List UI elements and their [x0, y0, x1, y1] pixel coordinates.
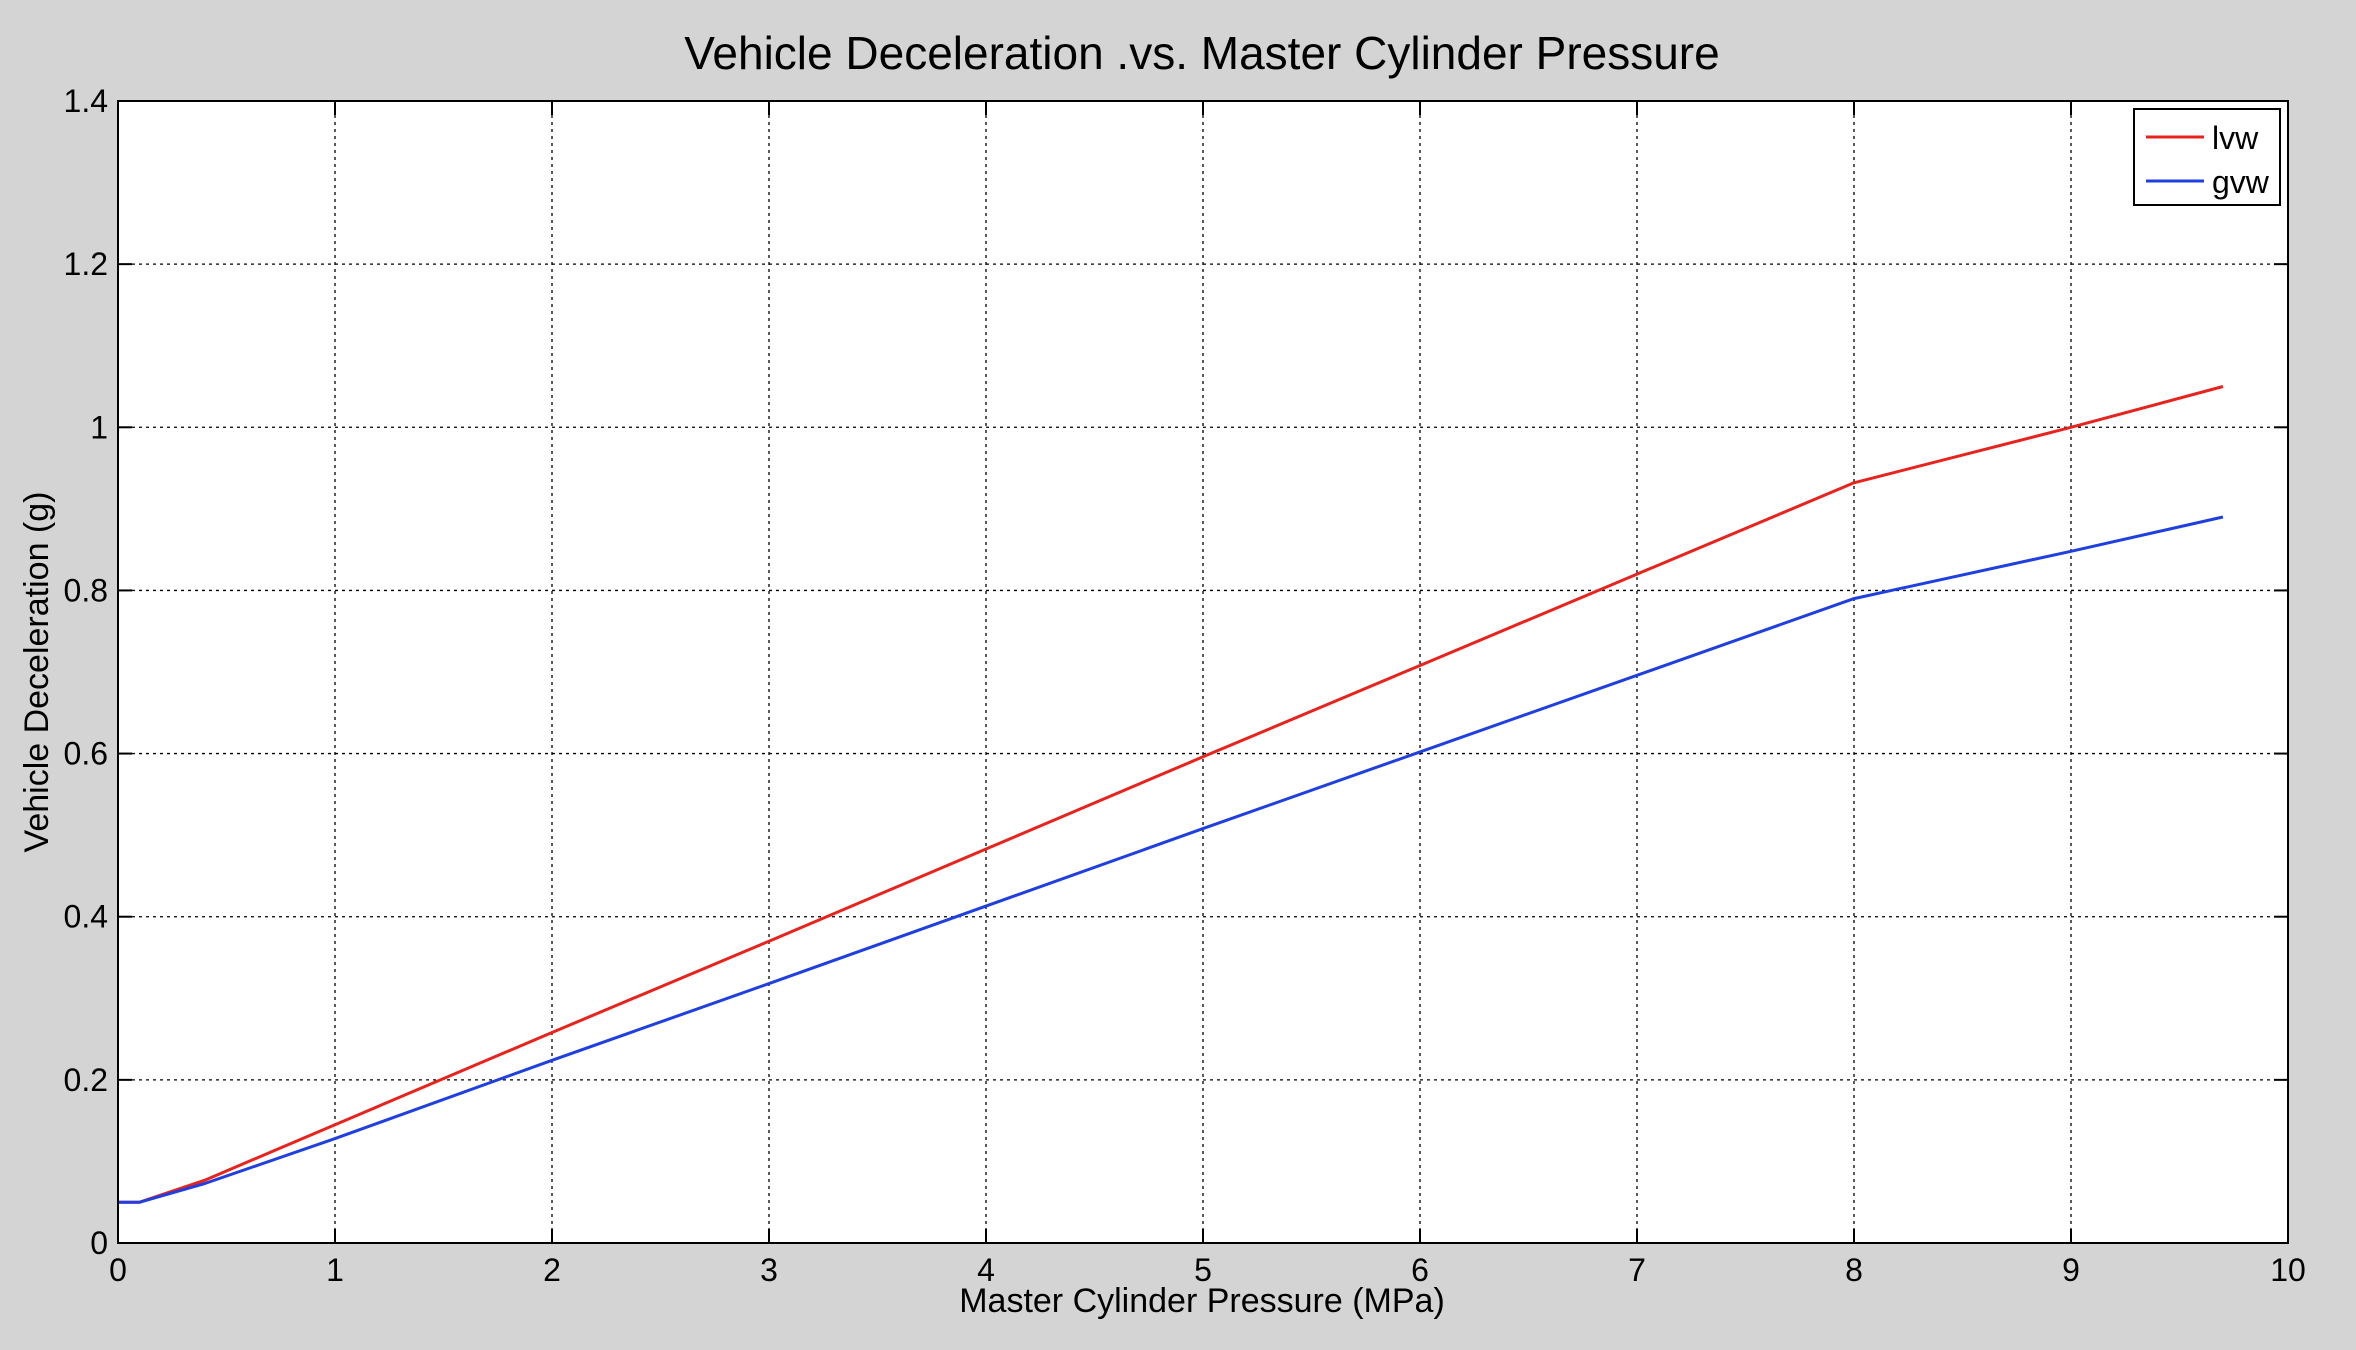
x-tick-label: 8: [1845, 1252, 1863, 1288]
x-tick-label: 6: [1411, 1252, 1429, 1288]
series-line-gvw: [118, 515, 2224, 1204]
y-axis-label: Vehicle Deceleration (g): [18, 492, 56, 853]
series-lines: [118, 385, 2224, 1204]
x-tick-labels: 0 1 2 3 4 5 6 7 8 9 10: [109, 1252, 2306, 1288]
chart-title: Vehicle Deceleration .vs. Master Cylinde…: [684, 27, 1719, 79]
y-tick-label: 1.2: [64, 246, 108, 282]
legend-label-gvw: gvw: [2212, 164, 2270, 200]
y-tick-label: 0.6: [64, 736, 108, 772]
x-tick-label: 4: [977, 1252, 995, 1288]
x-tick-label: 1: [326, 1252, 344, 1288]
y-tick-label: 0.2: [64, 1062, 108, 1098]
plot-area: [118, 101, 2288, 1243]
x-tick-label: 10: [2270, 1252, 2306, 1288]
y-tick-label: 0.4: [64, 899, 108, 935]
x-tick-label: 9: [2062, 1252, 2080, 1288]
x-tick-label: 2: [543, 1252, 561, 1288]
x-tick-label: 5: [1194, 1252, 1212, 1288]
x-tick-label: 0: [109, 1252, 127, 1288]
y-tick-label: 1.4: [64, 83, 108, 119]
y-tick-label: 0.8: [64, 572, 108, 608]
legend-label-lvw: lvw: [2212, 120, 2259, 156]
y-tick-label: 0: [90, 1225, 108, 1261]
plot-frame: [117, 100, 2289, 1244]
y-tick-label: 1: [90, 409, 108, 445]
series-line-lvw: [118, 385, 2224, 1204]
legend: lvw gvw: [2133, 108, 2281, 206]
x-tick-label: 3: [760, 1252, 778, 1288]
y-tick-labels: 0 0.2 0.4 0.6 0.8 1 1.2 1.4: [64, 83, 108, 1261]
x-axis-label: Master Cylinder Pressure (MPa): [959, 1282, 1445, 1320]
x-tick-label: 7: [1628, 1252, 1646, 1288]
legend-box: [2133, 108, 2281, 206]
